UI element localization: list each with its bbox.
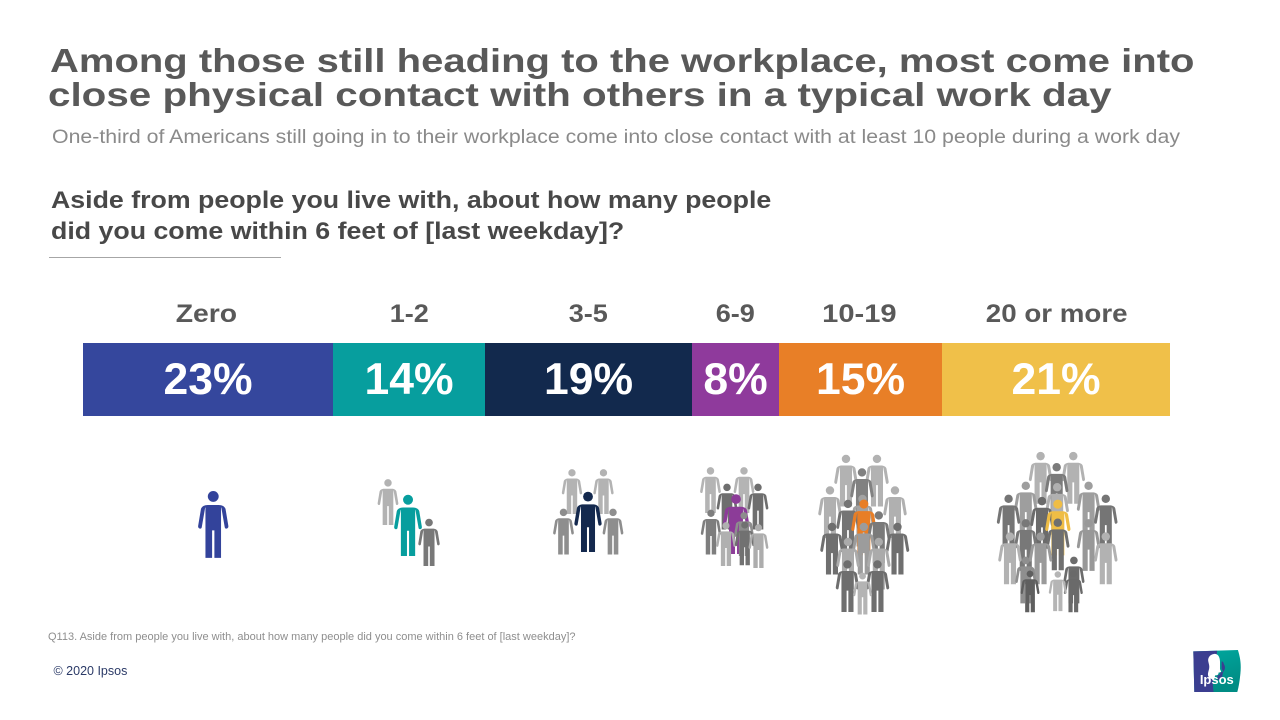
svg-text:Ipsos: Ipsos xyxy=(1199,671,1233,686)
